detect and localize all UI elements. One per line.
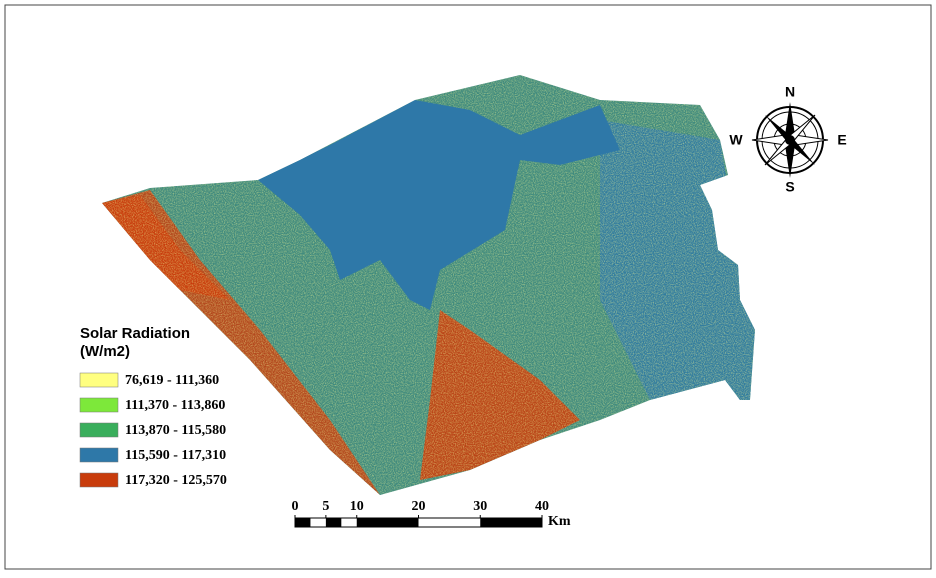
compass-label: E	[837, 132, 846, 148]
radiation-map	[90, 60, 770, 510]
legend: Solar Radiation (W/m2) 76,619 - 111,360 1…	[80, 325, 227, 488]
scale-bar-segment	[480, 518, 542, 527]
compass-label: N	[785, 84, 795, 100]
legend-label: 76,619 - 111,360	[125, 373, 219, 388]
legend-swatch	[80, 473, 118, 487]
compass-label: W	[729, 132, 743, 148]
scale-unit: Km	[548, 514, 571, 529]
legend-label: 115,590 - 117,310	[125, 448, 226, 463]
compass-label: S	[785, 179, 794, 195]
legend-label: 117,320 - 125,570	[125, 473, 227, 488]
legend-swatch	[80, 423, 118, 437]
scale-label: 30	[473, 499, 487, 514]
scale-bar-segment	[357, 518, 419, 527]
compass: N S E W	[729, 84, 846, 195]
legend-label: 113,870 - 115,580	[125, 423, 226, 438]
legend-unit: (W/m2)	[80, 343, 130, 360]
scale-bar-segment	[326, 518, 341, 527]
scale-label: 20	[412, 499, 426, 514]
map-page: Solar Radiation (W/m2) 76,619 - 111,360 1…	[0, 0, 936, 573]
legend-title: Solar Radiation	[80, 325, 190, 342]
scale-label: 10	[350, 499, 364, 514]
scale-label: 5	[322, 499, 329, 514]
legend-swatch	[80, 373, 118, 387]
legend-label: 111,370 - 113,860	[125, 398, 225, 413]
scale-bar-segment	[295, 518, 310, 527]
scale-label: 40	[535, 499, 549, 514]
scale-label: 0	[292, 499, 299, 514]
legend-swatch	[80, 448, 118, 462]
legend-swatch	[80, 398, 118, 412]
